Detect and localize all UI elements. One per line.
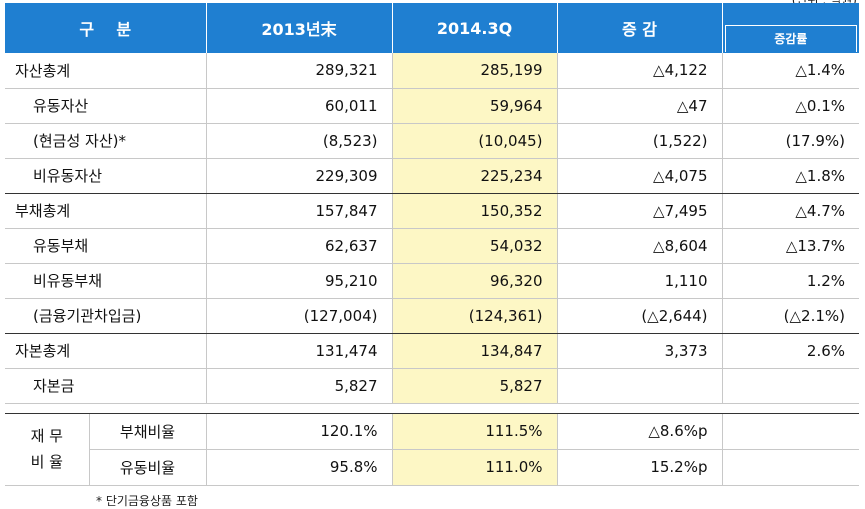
row-label: 자본총계 (5, 333, 207, 369)
header-2013: 2013년末 (206, 3, 393, 53)
value-change: △47 (557, 88, 723, 124)
value-change: △7,495 (557, 193, 723, 229)
value-2013: 131,474 (206, 333, 393, 369)
row-label: 유동부채 (5, 228, 207, 264)
ratio-2014: 111.5% (392, 413, 558, 450)
ratio-rate (722, 413, 860, 450)
row-label: (금융기관차입금) (5, 298, 207, 334)
value-rate: 1.2% (722, 263, 860, 299)
value-rate: (17.9%) (722, 123, 860, 159)
ratio-group-label: 재 무 비 율 (5, 413, 90, 486)
value-2014: 225,234 (392, 158, 558, 194)
value-2013: 60,011 (206, 88, 393, 124)
value-rate: △1.8% (722, 158, 860, 194)
ratio-rate (722, 449, 860, 486)
table-row: (금융기관차입금) (127,004) (124,361) (△2,644) (… (5, 298, 860, 334)
value-2014: 150,352 (392, 193, 558, 229)
value-2014: 285,199 (392, 53, 558, 89)
table-row: 자산총계 289,321 285,199 △4,122 △1.4% (5, 53, 860, 89)
header-change-rate-label: 증감률 (724, 25, 857, 52)
value-change: △4,122 (557, 53, 723, 89)
ratio-label: 유동비율 (89, 449, 207, 486)
value-rate: (△2.1%) (722, 298, 860, 334)
value-2013: 157,847 (206, 193, 393, 229)
value-2013: 95,210 (206, 263, 393, 299)
ratio-change: 15.2%p (557, 449, 723, 486)
value-rate: △1.4% (722, 53, 860, 89)
value-change: △4,075 (557, 158, 723, 194)
table-row: (현금성 자산)* (8,523) (10,045) (1,522) (17.9… (5, 123, 860, 159)
table-row: 유동부채 62,637 54,032 △8,604 △13.7% (5, 228, 860, 264)
ratio-change: △8.6%p (557, 413, 723, 450)
value-change: △8,604 (557, 228, 723, 264)
value-2013: (8,523) (206, 123, 393, 159)
value-2014: 54,032 (392, 228, 558, 264)
value-2014: 59,964 (392, 88, 558, 124)
row-label: 부채총계 (5, 193, 207, 229)
ratio-group-label-line2: 비 율 (30, 453, 63, 471)
value-2013: (127,004) (206, 298, 393, 334)
header-change-rate: 증감률 (722, 3, 860, 53)
ratio-group-label-line1: 재 무 (30, 427, 63, 445)
value-2013: 62,637 (206, 228, 393, 264)
row-label: 유동자산 (5, 88, 207, 124)
value-2014: (10,045) (392, 123, 558, 159)
table-row: 유동자산 60,011 59,964 △47 △0.1% (5, 88, 860, 124)
value-2014: 5,827 (392, 368, 558, 404)
value-change: (△2,644) (557, 298, 723, 334)
ratio-row: 재 무 비 율 부채비율 120.1% 111.5% △8.6%p (5, 413, 860, 486)
value-2014: 96,320 (392, 263, 558, 299)
footnote: * 단기금융상품 포함 (96, 494, 198, 508)
table-row: 자본금 5,827 5,827 (5, 368, 860, 404)
table-separator (5, 403, 860, 414)
value-change: 3,373 (557, 333, 723, 369)
table-row: 비유동부채 95,210 96,320 1,110 1.2% (5, 263, 860, 299)
value-2013: 229,309 (206, 158, 393, 194)
ratio-2014: 111.0% (392, 449, 558, 486)
value-rate: 2.6% (722, 333, 860, 369)
value-change (557, 368, 723, 404)
value-2013: 5,827 (206, 368, 393, 404)
value-rate: △0.1% (722, 88, 860, 124)
value-rate: △13.7% (722, 228, 860, 264)
row-label: 비유동자산 (5, 158, 207, 194)
value-change: (1,522) (557, 123, 723, 159)
row-label: 비유동부채 (5, 263, 207, 299)
value-rate (722, 368, 860, 404)
table-row: 부채총계 157,847 150,352 △7,495 △4.7% (5, 193, 860, 229)
ratio-2013: 120.1% (206, 413, 393, 450)
ratio-label: 부채비율 (89, 413, 207, 450)
table-row: 비유동자산 229,309 225,234 △4,075 △1.8% (5, 158, 860, 194)
separator-cell (5, 403, 860, 414)
table-row: 자본총계 131,474 134,847 3,373 2.6% (5, 333, 860, 369)
row-label: (현금성 자산)* (5, 123, 207, 159)
value-2014: 134,847 (392, 333, 558, 369)
value-2013: 289,321 (206, 53, 393, 89)
ratio-row: 유동비율 95.8% 111.0% 15.2%p (5, 449, 860, 486)
value-rate: △4.7% (722, 193, 860, 229)
row-label: 자산총계 (5, 53, 207, 89)
value-2014: (124,361) (392, 298, 558, 334)
row-label: 자본금 (5, 368, 207, 404)
ratio-2013: 95.8% (206, 449, 393, 486)
header-change: 증 감 (557, 3, 723, 53)
table-header-row: 구 분 2013년末 2014.3Q 증 감 증감률 (5, 3, 860, 53)
header-2014: 2014.3Q (392, 3, 558, 53)
header-category: 구 분 (5, 3, 207, 53)
value-change: 1,110 (557, 263, 723, 299)
financial-summary-table: 구 분 2013년末 2014.3Q 증 감 증감률 자산총계 289,321 … (5, 3, 860, 486)
